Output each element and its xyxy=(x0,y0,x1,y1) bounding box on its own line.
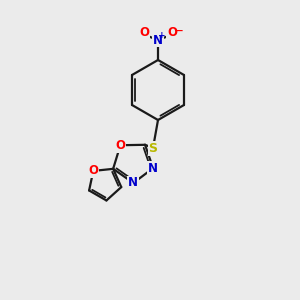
Text: O: O xyxy=(116,139,125,152)
Text: O: O xyxy=(167,26,177,40)
Text: N: N xyxy=(128,176,138,190)
Text: S: S xyxy=(148,142,158,154)
Text: −: − xyxy=(175,26,183,36)
Text: N: N xyxy=(153,34,163,46)
Text: N: N xyxy=(148,162,158,175)
Text: O: O xyxy=(139,26,149,40)
Text: O: O xyxy=(88,164,98,177)
Text: +: + xyxy=(158,31,166,40)
